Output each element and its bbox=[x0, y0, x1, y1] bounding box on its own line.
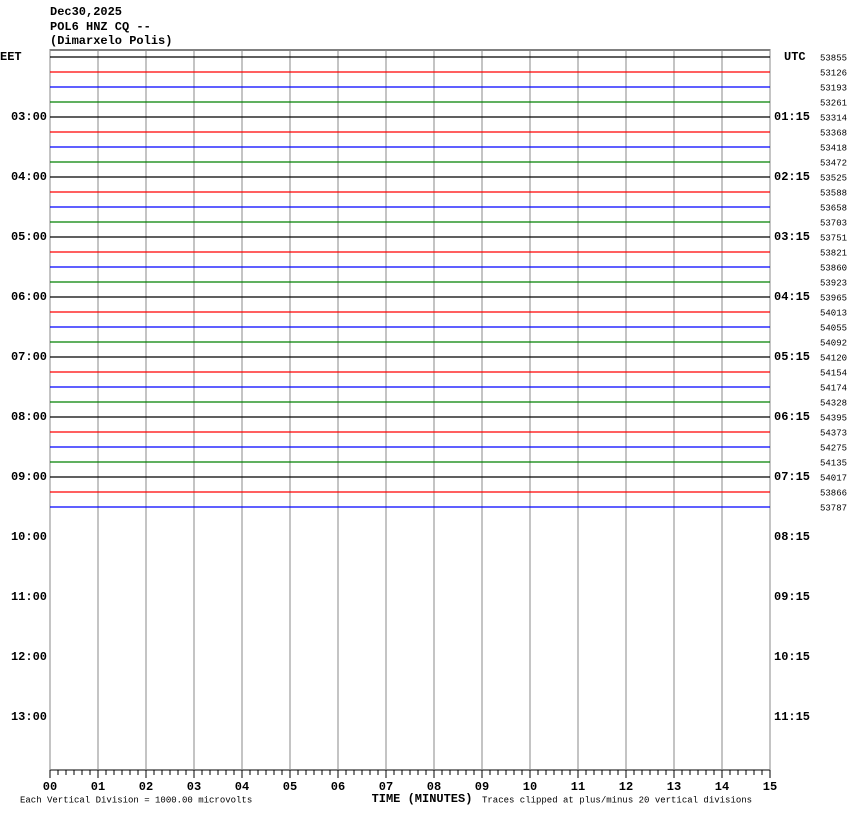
right-hour-label: 11:15 bbox=[774, 710, 810, 724]
trace-count: 53703 bbox=[820, 218, 847, 228]
trace-count: 53821 bbox=[820, 248, 847, 258]
trace-count: 54013 bbox=[820, 308, 847, 318]
trace-count: 53126 bbox=[820, 68, 847, 78]
trace-count: 53261 bbox=[820, 98, 847, 108]
right-hour-label: 04:15 bbox=[774, 290, 810, 304]
x-tick-label: 01 bbox=[91, 780, 105, 794]
right-hour-label: 03:15 bbox=[774, 230, 810, 244]
right-hour-label: 08:15 bbox=[774, 530, 810, 544]
x-axis-title: TIME (MINUTES) bbox=[372, 792, 473, 806]
x-tick-label: 08 bbox=[427, 780, 441, 794]
x-tick-label: 13 bbox=[667, 780, 681, 794]
trace-count: 53923 bbox=[820, 278, 847, 288]
x-tick-label: 14 bbox=[715, 780, 729, 794]
right-hour-label: 10:15 bbox=[774, 650, 810, 664]
right-hour-label: 09:15 bbox=[774, 590, 810, 604]
x-tick-label: 15 bbox=[763, 780, 777, 794]
left-hour-label: 05:00 bbox=[11, 230, 47, 244]
trace-count: 54017 bbox=[820, 473, 847, 483]
trace-count: 54154 bbox=[820, 368, 847, 378]
right-hour-label: 01:15 bbox=[774, 110, 810, 124]
station: POL6 HNZ CQ -- bbox=[50, 20, 151, 34]
right-hour-label: 07:15 bbox=[774, 470, 810, 484]
location: (Dimarxelo Polis) bbox=[50, 34, 172, 48]
trace-count: 54275 bbox=[820, 443, 847, 453]
trace-count: 53866 bbox=[820, 488, 847, 498]
left-hour-label: 03:00 bbox=[11, 110, 47, 124]
trace-count: 54395 bbox=[820, 413, 847, 423]
trace-count: 53525 bbox=[820, 173, 847, 183]
x-tick-label: 12 bbox=[619, 780, 633, 794]
trace-count: 53472 bbox=[820, 158, 847, 168]
trace-count: 53368 bbox=[820, 128, 847, 138]
trace-count: 54120 bbox=[820, 353, 847, 363]
trace-count: 53588 bbox=[820, 188, 847, 198]
left-hour-label: 08:00 bbox=[11, 410, 47, 424]
left-hour-label: 11:00 bbox=[11, 590, 47, 604]
x-tick-label: 06 bbox=[331, 780, 345, 794]
x-tick-label: 11 bbox=[571, 780, 585, 794]
trace-count: 54174 bbox=[820, 383, 847, 393]
trace-count: 53418 bbox=[820, 143, 847, 153]
trace-count: 53787 bbox=[820, 503, 847, 513]
right-hour-label: 06:15 bbox=[774, 410, 810, 424]
trace-count: 53314 bbox=[820, 113, 847, 123]
left-hour-label: 13:00 bbox=[11, 710, 47, 724]
x-tick-label: 05 bbox=[283, 780, 297, 794]
scale-note: Each Vertical Division = 1000.00 microvo… bbox=[20, 795, 252, 805]
trace-count: 53965 bbox=[820, 293, 847, 303]
left-hour-label: 09:00 bbox=[11, 470, 47, 484]
x-tick-label: 00 bbox=[43, 780, 57, 794]
x-tick-label: 10 bbox=[523, 780, 537, 794]
x-tick-label: 09 bbox=[475, 780, 489, 794]
left-hour-label: 10:00 bbox=[11, 530, 47, 544]
trace-count: 53193 bbox=[820, 83, 847, 93]
clip-note: Traces clipped at plus/minus 20 vertical… bbox=[482, 795, 752, 805]
date: Dec30,2025 bbox=[50, 5, 122, 19]
trace-count: 54092 bbox=[820, 338, 847, 348]
trace-count: 53860 bbox=[820, 263, 847, 273]
right-axis-title: UTC bbox=[784, 50, 806, 64]
trace-count: 53658 bbox=[820, 203, 847, 213]
left-hour-label: 06:00 bbox=[11, 290, 47, 304]
right-hour-label: 05:15 bbox=[774, 350, 810, 364]
trace-count: 54055 bbox=[820, 323, 847, 333]
x-tick-label: 04 bbox=[235, 780, 249, 794]
trace-count: 53855 bbox=[820, 53, 847, 63]
x-tick-label: 03 bbox=[187, 780, 201, 794]
left-axis-title: EET bbox=[0, 50, 22, 64]
left-hour-label: 12:00 bbox=[11, 650, 47, 664]
plot-frame bbox=[49, 49, 771, 771]
right-hour-label: 02:15 bbox=[774, 170, 810, 184]
x-tick-label: 07 bbox=[379, 780, 393, 794]
trace-count: 54135 bbox=[820, 458, 847, 468]
left-hour-label: 04:00 bbox=[11, 170, 47, 184]
left-hour-label: 07:00 bbox=[11, 350, 47, 364]
trace-count: 54373 bbox=[820, 428, 847, 438]
trace-count: 53751 bbox=[820, 233, 847, 243]
x-tick-label: 02 bbox=[139, 780, 153, 794]
trace-count: 54328 bbox=[820, 398, 847, 408]
